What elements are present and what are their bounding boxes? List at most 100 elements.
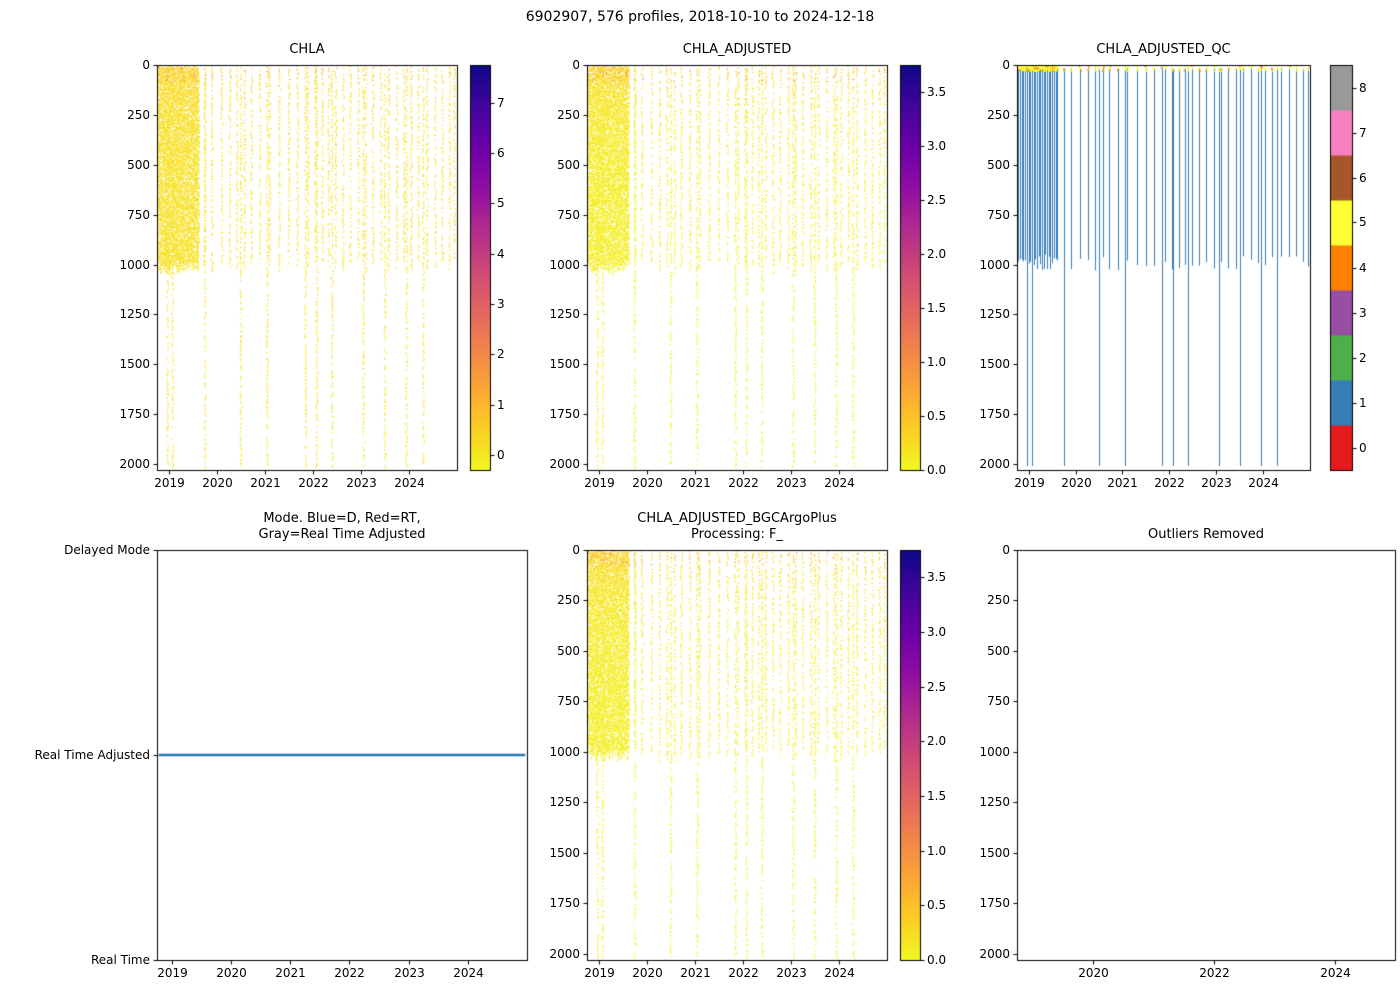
colorbar-tick-label: 7 — [497, 95, 505, 110]
qc-colorbar — [1330, 65, 1352, 470]
colorbar-tick-label: 8 — [1359, 80, 1367, 95]
colorbar-tick-label: 3 — [497, 296, 505, 311]
colorbar-tick-label: 0 — [1359, 440, 1367, 455]
chla-adjusted-colorbar — [900, 65, 920, 470]
y-tick-label: 1000 — [979, 257, 1010, 272]
x-tick-label: 2024 — [453, 966, 484, 980]
y-tick-label: 500 — [987, 643, 1010, 658]
y-tick-label: 2000 — [979, 456, 1010, 471]
colorbar-tick-label: 2.5 — [927, 192, 947, 207]
mode-y-tick-label: Real Time — [90, 952, 150, 967]
chla-adjusted-title: CHLA_ADJUSTED — [682, 42, 792, 57]
y-tick-label: 1250 — [119, 306, 150, 321]
y-tick-label: 1000 — [119, 257, 150, 272]
x-tick-label: 2021 — [275, 966, 306, 980]
x-tick-label: 2021 — [1107, 476, 1138, 490]
y-tick-label: 1500 — [549, 845, 580, 860]
figure-suptitle: 6902907, 576 profiles, 2018-10-10 to 202… — [525, 9, 875, 25]
y-tick-label: 250 — [557, 107, 580, 122]
y-tick-label: 1750 — [979, 895, 1010, 910]
colorbar-tick-label: 1 — [1359, 395, 1367, 410]
mode-y-tick-label: Delayed Mode — [64, 542, 150, 557]
y-tick-label: 750 — [987, 207, 1010, 222]
y-tick-label: 1500 — [979, 845, 1010, 860]
x-tick-label: 2022 — [728, 966, 759, 980]
x-tick-label: 2020 — [202, 476, 233, 490]
chla-adjusted-qc-plot-area — [1017, 65, 1310, 470]
colorbar-tick-label: 6 — [497, 145, 505, 160]
x-tick-label: 2019 — [584, 966, 615, 980]
y-tick-label: 1750 — [549, 895, 580, 910]
y-tick-label: 1250 — [549, 306, 580, 321]
y-tick-label: 1500 — [979, 356, 1010, 371]
x-tick-label: 2022 — [1199, 966, 1230, 980]
chla-adjusted-plot-area — [587, 65, 887, 470]
colorbar-tick-label: 2 — [1359, 350, 1367, 365]
colorbar-tick-label: 0.5 — [927, 897, 947, 912]
x-tick-label: 2022 — [728, 476, 759, 490]
x-tick-label: 2023 — [776, 966, 807, 980]
colorbar-tick-label: 3.5 — [927, 569, 947, 584]
colorbar-tick-label: 2.0 — [927, 733, 947, 748]
colorbar-tick-label: 3.0 — [927, 624, 947, 639]
colorbar-tick-label: 3 — [1359, 305, 1367, 320]
x-tick-label: 2021 — [680, 966, 711, 980]
y-tick-label: 0 — [1002, 542, 1010, 557]
y-tick-label: 750 — [987, 693, 1010, 708]
outliers-removed-title: Outliers Removed — [1147, 527, 1265, 542]
y-tick-label: 500 — [127, 157, 150, 172]
colorbar-tick-label: 5 — [497, 195, 505, 210]
colorbar-tick-label: 1.0 — [927, 354, 947, 369]
x-tick-label: 2020 — [632, 476, 663, 490]
y-tick-label: 1250 — [979, 306, 1010, 321]
colorbar-tick-label: 0 — [497, 447, 505, 462]
y-tick-label: 750 — [127, 207, 150, 222]
y-tick-label: 250 — [987, 592, 1010, 607]
y-tick-label: 1250 — [549, 794, 580, 809]
bgc-colorbar — [900, 550, 920, 960]
mode-title: Mode. Blue=D, Red=RT, Gray=Real Time Adj… — [258, 511, 426, 542]
colorbar-tick-label: 2.0 — [927, 246, 947, 261]
chla-adjusted-qc-title: CHLA_ADJUSTED_QC — [1096, 42, 1231, 57]
colorbar-tick-label: 0.0 — [927, 952, 947, 967]
x-tick-label: 2021 — [250, 476, 281, 490]
colorbar-tick-label: 3.5 — [927, 84, 947, 99]
x-tick-label: 2019 — [154, 476, 185, 490]
chla-title: CHLA — [289, 42, 325, 57]
x-tick-label: 2024 — [1320, 966, 1351, 980]
x-tick-label: 2020 — [216, 966, 247, 980]
y-tick-label: 1000 — [549, 744, 580, 759]
x-tick-label: 2024 — [824, 966, 855, 980]
colorbar-tick-label: 4 — [1359, 260, 1367, 275]
y-tick-label: 1750 — [549, 406, 580, 421]
y-tick-label: 750 — [557, 693, 580, 708]
y-tick-label: 250 — [127, 107, 150, 122]
mode-y-tick-label: Real Time Adjusted — [34, 747, 150, 762]
y-tick-label: 0 — [572, 57, 580, 72]
y-tick-label: 0 — [572, 542, 580, 557]
y-tick-label: 2000 — [549, 456, 580, 471]
y-tick-label: 500 — [987, 157, 1010, 172]
x-tick-label: 2021 — [680, 476, 711, 490]
y-tick-label: 250 — [557, 592, 580, 607]
x-tick-label: 2022 — [298, 476, 329, 490]
y-tick-label: 1500 — [549, 356, 580, 371]
colorbar-tick-label: 2.5 — [927, 679, 947, 694]
x-tick-label: 2023 — [776, 476, 807, 490]
colorbar-tick-label: 5 — [1359, 214, 1367, 229]
colorbar-tick-label: 2 — [497, 346, 505, 361]
colorbar-tick-label: 1.5 — [927, 788, 947, 803]
chla-colorbar — [470, 65, 490, 470]
colorbar-tick-label: 1.0 — [927, 843, 947, 858]
x-tick-label: 2023 — [346, 476, 377, 490]
y-tick-label: 250 — [987, 107, 1010, 122]
chla-plot-area — [157, 65, 457, 470]
colorbar-tick-label: 6 — [1359, 170, 1367, 185]
colorbar-tick-label: 1.5 — [927, 300, 947, 315]
y-tick-label: 1500 — [119, 356, 150, 371]
y-tick-label: 2000 — [119, 456, 150, 471]
y-tick-label: 0 — [142, 57, 150, 72]
x-tick-label: 2023 — [394, 966, 425, 980]
x-tick-label: 2022 — [334, 966, 365, 980]
